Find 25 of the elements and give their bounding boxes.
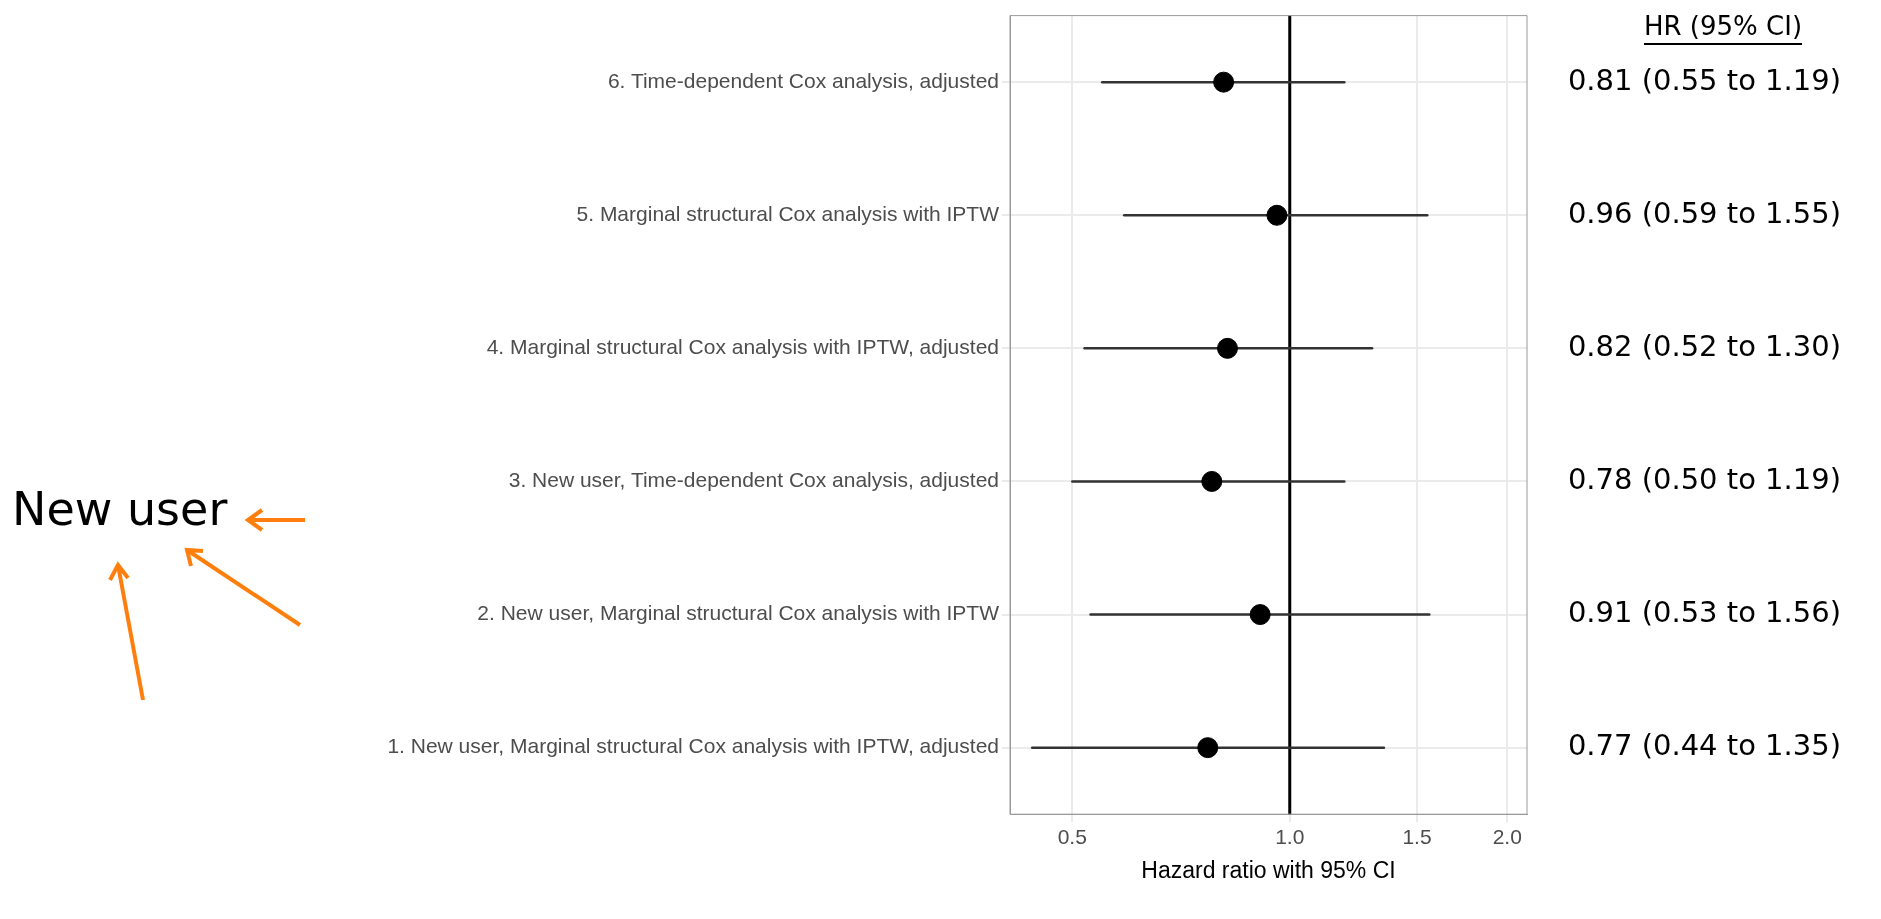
point	[1213, 71, 1235, 93]
y-tick-label: 5. Marginal structural Cox analysis with IPTW	[576, 202, 1000, 226]
data-label: 0.81 (0.55 to 1.19)	[1567, 62, 1841, 97]
text: HR (95% CI)	[1643, 10, 1803, 41]
y-tick-label: 1. New user, Marginal structural Cox analysis with IPTW, adjusted	[387, 734, 999, 758]
y-tick-label: 3. New user, Time-dependent Cox analysis, adjusted	[508, 468, 999, 492]
data-label: 0.96 (0.59 to 1.55)	[1567, 195, 1841, 230]
x-tick-label: 0.5	[1057, 824, 1087, 848]
point	[1249, 604, 1271, 626]
x-axis-title: Hazard ratio with 95% CI	[1141, 856, 1396, 883]
x-tick-label: 1.5	[1402, 824, 1432, 848]
text: New user	[12, 482, 228, 536]
data-label: 0.77 (0.44 to 1.35)	[1567, 728, 1841, 763]
y-tick-label: 4. Marginal structural Cox analysis with IPTW, adjusted	[486, 335, 999, 359]
data-label: 0.82 (0.52 to 1.30)	[1567, 328, 1841, 363]
x-tick-label: 2.0	[1492, 824, 1522, 848]
point	[1266, 204, 1288, 226]
x-tick-label: 1.0	[1275, 824, 1305, 848]
point	[1216, 337, 1238, 359]
point	[1197, 737, 1219, 759]
y-tick-label: 2. New user, Marginal structural Cox analysis with IPTW	[477, 601, 1000, 625]
point	[1201, 470, 1223, 492]
y-tick-label: 6. Time-dependent Cox analysis, adjusted	[607, 68, 999, 92]
data-label: 0.91 (0.53 to 1.56)	[1567, 595, 1841, 630]
data-label: 0.78 (0.50 to 1.19)	[1567, 461, 1841, 496]
